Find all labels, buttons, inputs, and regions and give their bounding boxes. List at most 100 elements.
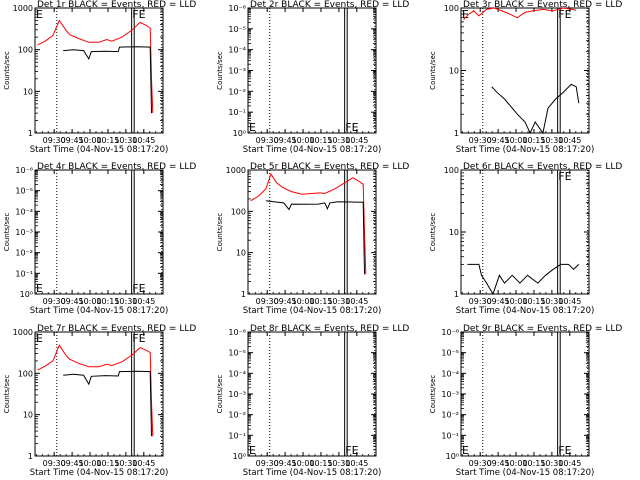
x-axis-label: Start Time (04-Nov-15 08:17:20) <box>456 306 595 316</box>
panel-title: Det 9r BLACK = Events, RED = LLD <box>463 324 622 334</box>
flag-label-fe: FE <box>558 444 571 457</box>
y-tick-label: 10⁻⁶ <box>228 4 246 13</box>
y-tick-label: 100 <box>231 207 246 216</box>
x-tick-label: 10:30 <box>114 459 137 468</box>
y-tick-label: 10⁰ <box>233 452 246 461</box>
x-tick-label: 10:00 <box>79 297 102 306</box>
y-tick-label: 10 <box>23 87 33 96</box>
y-tick-label: 10⁻⁵ <box>228 25 246 34</box>
x-tick-label: 10:30 <box>540 136 563 145</box>
x-tick-label: 10:15 <box>309 459 332 468</box>
detector-panel-8: Det 8r BLACK = Events, RED = LLD 10⁰ 10⁻¹ 1… <box>216 324 409 478</box>
y-tick-label: 1000 <box>13 4 33 13</box>
plot-frame <box>34 169 164 295</box>
lld-series-line <box>463 7 577 21</box>
y-tick-label: 1 <box>454 129 459 138</box>
x-axis-label: Start Time (04-Nov-15 08:17:20) <box>243 306 382 316</box>
x-axis-label: Start Time (04-Nov-15 08:17:20) <box>243 468 382 478</box>
events-series-line <box>467 263 580 296</box>
plot-frame <box>460 331 590 457</box>
y-tick-label: 10⁰ <box>233 129 246 138</box>
y-tick-label: 1 <box>28 452 33 461</box>
panel-title: Det 7r BLACK = Events, RED = LLD <box>37 324 196 334</box>
y-tick-label: 10 <box>236 249 246 258</box>
x-tick-label: 09:45 <box>61 136 84 145</box>
events-series-line <box>63 46 152 114</box>
panel-title: Det 3r BLACK = Events, RED = LLD <box>463 0 622 10</box>
y-tick-label: 10⁻⁴ <box>441 369 459 378</box>
x-tick-label: 10:30 <box>327 297 350 306</box>
x-tick-label: 10:15 <box>96 136 119 145</box>
y-axis-label: Counts/sec <box>429 213 437 252</box>
x-tick-label: 10:30 <box>540 459 563 468</box>
x-axis-label: Start Time (04-Nov-15 08:17:20) <box>30 306 169 316</box>
events-series-line <box>63 370 152 437</box>
x-tick-label: 09:30 <box>256 297 279 306</box>
plot-frame <box>247 169 377 295</box>
flag-label-e: E <box>249 121 256 134</box>
x-tick-label: 09:45 <box>274 459 297 468</box>
x-tick-label: 10:00 <box>79 459 102 468</box>
y-tick-label: 10⁻¹ <box>228 431 246 440</box>
panel-title: Det 5r BLACK = Events, RED = LLD <box>250 162 409 172</box>
y-tick-label: 10⁻¹ <box>15 269 33 278</box>
flag-label-fe: FE <box>132 8 145 21</box>
plot-frame <box>247 7 377 134</box>
y-tick-label: 10⁻⁵ <box>228 349 246 358</box>
y-tick-label: 10⁰ <box>446 452 459 461</box>
y-tick-label: 1 <box>28 129 33 138</box>
x-tick-label: 10:45 <box>345 297 368 306</box>
y-tick-label: 10⁻⁶ <box>228 328 246 337</box>
y-tick-label: 100 <box>18 369 33 378</box>
x-tick-label: 10:00 <box>292 297 315 306</box>
x-tick-label: 09:45 <box>61 459 84 468</box>
y-tick-label: 100 <box>18 46 33 55</box>
x-tick-label: 10:15 <box>96 297 119 306</box>
flag-label-e: E <box>36 332 43 345</box>
y-tick-label: 10⁻¹ <box>228 108 246 117</box>
detector-panel-1: Det 1r BLACK = Events, RED = LLD 1 10 100 10… <box>3 0 196 155</box>
y-axis-label: Counts/sec <box>3 213 11 252</box>
y-tick-label: 10⁻³ <box>228 390 246 399</box>
detector-panel-3: Det 3r BLACK = Events, RED = LLD 1 10 100 09… <box>429 0 622 155</box>
panel-title: Det 8r BLACK = Events, RED = LLD <box>250 324 409 334</box>
plot-frame <box>34 7 164 134</box>
x-tick-label: 10:00 <box>292 136 315 145</box>
y-tick-label: 10 <box>449 67 459 76</box>
flag-label-fe: FE <box>132 332 145 345</box>
plot-frame <box>460 169 590 295</box>
y-tick-label: 10⁻³ <box>441 390 459 399</box>
y-tick-label: 10⁰ <box>20 290 33 299</box>
flag-label-fe: FE <box>558 8 571 21</box>
x-tick-label: 09:30 <box>43 297 66 306</box>
y-tick-label: 100 <box>444 4 459 13</box>
y-tick-label: 1000 <box>13 328 33 337</box>
y-tick-label: 10⁻⁴ <box>15 207 33 216</box>
flag-label-e: E <box>462 8 469 21</box>
y-axis-label: Counts/sec <box>216 51 224 90</box>
x-tick-label: 10:15 <box>309 136 332 145</box>
x-tick-label: 09:30 <box>43 136 66 145</box>
x-tick-label: 10:30 <box>114 297 137 306</box>
x-tick-label: 10:45 <box>558 136 581 145</box>
x-tick-label: 09:30 <box>469 459 492 468</box>
x-tick-label: 10:45 <box>345 459 368 468</box>
y-tick-label: 10⁻⁴ <box>228 369 246 378</box>
x-tick-label: 10:15 <box>522 297 545 306</box>
y-axis-label: Counts/sec <box>429 51 437 90</box>
x-tick-label: 09:30 <box>469 136 492 145</box>
plot-frame <box>34 331 164 457</box>
y-axis-label: Counts/sec <box>216 213 224 252</box>
x-tick-label: 09:45 <box>487 459 510 468</box>
x-tick-label: 10:00 <box>79 136 102 145</box>
panel-title: Det 1r BLACK = Events, RED = LLD <box>37 0 196 10</box>
detector-panel-5: Det 5r BLACK = Events, RED = LLD 1 10 100 10… <box>216 162 409 316</box>
x-tick-label: 09:30 <box>256 459 279 468</box>
x-tick-label: 10:30 <box>327 459 350 468</box>
x-axis-label: Start Time (04-Nov-15 08:17:20) <box>456 145 595 155</box>
x-tick-label: 10:45 <box>558 459 581 468</box>
x-tick-label: 09:30 <box>469 297 492 306</box>
detector-panel-4: Det 4r BLACK = Events, RED = LLD 10⁰ 10⁻¹ 1… <box>3 162 196 316</box>
detector-panel-6: Det 6r BLACK = Events, RED = LLD 1 10 100 09… <box>429 162 622 316</box>
x-tick-label: 10:15 <box>522 459 545 468</box>
